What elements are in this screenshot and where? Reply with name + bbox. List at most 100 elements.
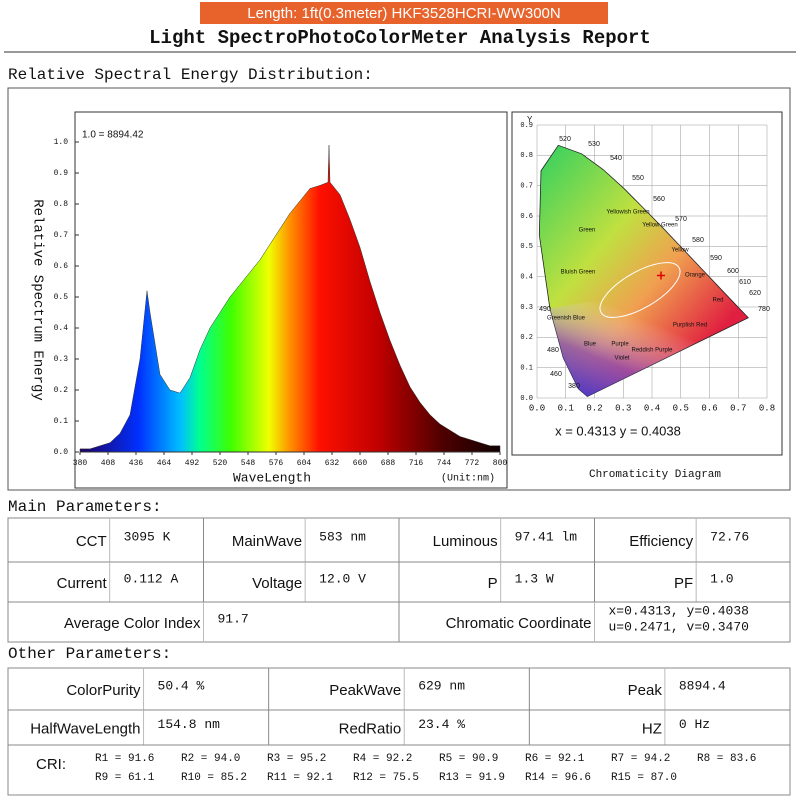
- y-tick-label: 1.0: [54, 138, 69, 147]
- y-tick-label: 0.9: [520, 122, 533, 130]
- chroma-caption: Chromaticity Diagram: [589, 469, 721, 481]
- wavelength-label: 530: [588, 141, 600, 148]
- section-title: Other Parameters:: [8, 645, 171, 663]
- cri-frame: [7, 744, 791, 796]
- x-tick-label: 436: [129, 459, 144, 468]
- wavelength-label: 580: [692, 237, 704, 244]
- param-label: Efficiency: [629, 533, 693, 550]
- param-value: 23.4 %: [418, 717, 465, 732]
- param-label: P: [488, 575, 498, 592]
- param-label: Current: [57, 575, 108, 592]
- cri-item: R5 = 90.9: [439, 753, 498, 765]
- x-tick-label: 464: [157, 459, 172, 468]
- frame: [7, 87, 791, 491]
- region-label: Yellow: [671, 248, 689, 254]
- param-value: 0 Hz: [679, 717, 710, 732]
- y-tick-label: 0.8: [54, 200, 69, 209]
- param-value: 3095 K: [124, 529, 171, 544]
- planck-region: [599, 262, 681, 318]
- section-title: Relative Spectral Energy Distribution:: [8, 66, 373, 84]
- param-label: PF: [674, 575, 693, 592]
- banner: Length: 1ft(0.3meter) HKF3528HCRI-WW300N: [247, 5, 560, 22]
- cri-item: R10 = 85.2: [181, 772, 247, 784]
- chroma-y-label: Y: [527, 115, 533, 124]
- region-label: Red: [712, 298, 723, 304]
- region-label: Bluish Green: [561, 270, 596, 276]
- param-label: Chromatic Coordinate: [446, 615, 592, 632]
- x-tick-label: 0.2: [586, 403, 602, 413]
- x-tick-label: 0.3: [615, 403, 631, 413]
- param-label: Luminous: [433, 533, 498, 550]
- param-label: HalfWaveLength: [30, 720, 140, 737]
- y-tick-label: 0.4: [520, 274, 533, 282]
- region-label: Orange: [685, 273, 706, 279]
- param-value: 583 nm: [319, 529, 366, 544]
- cri-item: R1 = 91.6: [95, 753, 154, 765]
- wavelength-label: 570: [675, 216, 687, 223]
- param-label: ColorPurity: [66, 682, 141, 699]
- region-label: Reddish Purple: [631, 348, 673, 354]
- wavelength-label: 780: [758, 306, 770, 313]
- wavelength-label: 620: [749, 290, 761, 297]
- param-value: 91.7: [218, 611, 249, 626]
- x-tick-label: 0.7: [730, 403, 746, 413]
- cri-item: R11 = 92.1: [267, 772, 333, 784]
- region-label: Violet: [615, 356, 630, 362]
- report-title: Light SpectroPhotoColorMeter Analysis Re…: [149, 27, 651, 49]
- unit-label: (Unit:nm): [441, 473, 495, 485]
- y-tick-label: 0.9: [54, 169, 69, 178]
- wavelength-label: 610: [739, 279, 751, 286]
- x-tick-label: 772: [465, 459, 480, 468]
- param-value: 1.3 W: [515, 571, 554, 586]
- region-label: Yellowish Green: [606, 210, 649, 216]
- x-tick-label: 632: [325, 459, 340, 468]
- x-tick-label: 0.0: [529, 403, 545, 413]
- cri-item: R2 = 94.0: [181, 753, 240, 765]
- cri-item: R6 = 92.1: [525, 753, 585, 765]
- param-label: MainWave: [232, 533, 302, 550]
- param-label: Voltage: [252, 575, 302, 592]
- y-tick-label: 0.0: [54, 448, 69, 457]
- y-tick-label: 0.2: [520, 334, 533, 342]
- x-tick-label: 660: [353, 459, 368, 468]
- wavelength-label: 540: [610, 155, 622, 162]
- section-title: Main Parameters:: [8, 498, 162, 516]
- cri-item: R15 = 87.0: [611, 772, 677, 784]
- y-tick-label: 0.5: [54, 293, 69, 302]
- wavelength-label: 560: [653, 196, 665, 203]
- param-value: 154.8 nm: [158, 717, 221, 732]
- x-tick-label: 0.1: [558, 403, 574, 413]
- region-label: Purplish Red: [673, 323, 707, 329]
- banner-bg: [200, 2, 608, 24]
- x-tick-label: 800: [493, 459, 508, 468]
- y-tick-label: 0.2: [54, 386, 69, 395]
- wavelength-label: 480: [547, 347, 559, 354]
- param-value: 629 nm: [418, 678, 465, 693]
- y-tick-label: 0.1: [54, 417, 69, 426]
- param-value: 97.41 lm: [515, 529, 578, 544]
- param-value: x=0.4313, y=0.4038: [609, 603, 749, 618]
- y-tick-label: 0.3: [520, 304, 533, 312]
- wavelength-label: 590: [710, 255, 722, 262]
- x-tick-label: 0.6: [701, 403, 717, 413]
- chroma-frame: [511, 111, 783, 456]
- x-tick-label: 0.8: [759, 403, 775, 413]
- wavelength-label: 460: [550, 371, 562, 378]
- x-axis-label: WaveLength: [233, 470, 311, 485]
- x-tick-label: 744: [437, 459, 452, 468]
- x-tick-label: 604: [297, 459, 312, 468]
- y-tick-label: 0.7: [520, 183, 533, 191]
- region-label: Greenish Blue: [547, 316, 586, 322]
- wavelength-label: 600: [727, 268, 739, 275]
- cri-item: R12 = 75.5: [353, 772, 419, 784]
- region-label: Yellow Green: [642, 223, 677, 229]
- y-tick-label: 0.8: [520, 152, 533, 160]
- x-tick-label: 492: [185, 459, 200, 468]
- y-tick-label: 0.0: [520, 395, 533, 403]
- cri-item: R14 = 96.6: [525, 772, 591, 784]
- x-tick-label: 0.5: [673, 403, 689, 413]
- y-tick-label: 0.7: [54, 231, 69, 240]
- cri-item: R3 = 95.2: [267, 753, 326, 765]
- wavelength-label: 490: [539, 306, 551, 313]
